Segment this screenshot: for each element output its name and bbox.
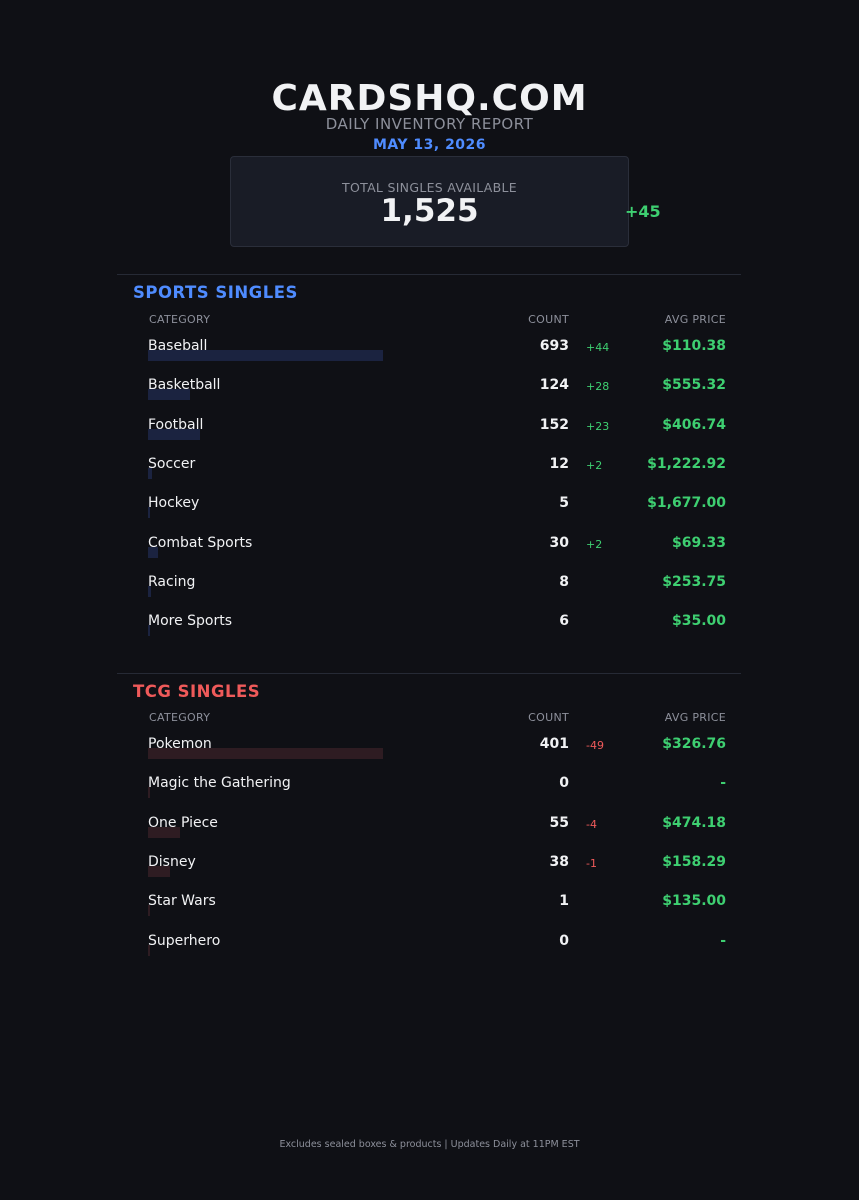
- table-row: Disney 38 -1 $158.29: [0, 854, 859, 884]
- category-count: 55: [549, 814, 569, 831]
- category-name: Hockey: [148, 495, 200, 512]
- avg-price: $158.29: [662, 853, 726, 870]
- count-bar: [148, 428, 200, 440]
- category-count: 12: [549, 455, 569, 472]
- count-bar: [148, 748, 383, 759]
- site-title: CARDSHQ.COM: [271, 78, 588, 119]
- category-name: Soccer: [148, 455, 196, 472]
- count-bar: [148, 944, 150, 956]
- avg-price: -: [720, 775, 726, 792]
- category-name: Combat Sports: [148, 534, 253, 551]
- avg-price: $69.33: [671, 534, 726, 551]
- table-row: Hockey 5 $1,677.00: [0, 495, 859, 525]
- table-row: Star Wars 1 $135.00: [0, 893, 859, 923]
- table-row: Magic the Gathering 0 -: [0, 775, 859, 805]
- total-singles-card: TOTAL SINGLES AVAILABLE 1,525: [230, 156, 629, 247]
- tcg-col-count: COUNT: [528, 711, 569, 724]
- category-name: Racing: [148, 573, 196, 590]
- table-row: Pokemon 401 -49 $326.76: [0, 736, 859, 766]
- count-bar: [148, 507, 150, 519]
- total-singles-label: TOTAL SINGLES AVAILABLE: [342, 180, 517, 195]
- table-row: Soccer 12 +2 $1,222.92: [0, 456, 859, 486]
- avg-price: $1,222.92: [647, 455, 726, 472]
- table-row: One Piece 55 -4 $474.18: [0, 815, 859, 845]
- table-row: More Sports 6 $35.00: [0, 613, 859, 643]
- report-subtitle: DAILY INVENTORY REPORT: [325, 115, 534, 133]
- category-count: 693: [539, 338, 569, 354]
- count-bar: [148, 905, 150, 917]
- count-change: -1: [586, 856, 597, 870]
- tcg-section-title: TCG SINGLES: [133, 682, 261, 701]
- avg-price: $474.18: [662, 814, 726, 831]
- category-count: 401: [539, 736, 569, 752]
- category-name: Baseball: [148, 338, 208, 354]
- category-name: Star Wars: [148, 893, 216, 910]
- category-count: 0: [559, 775, 569, 792]
- count-change: +28: [586, 380, 610, 394]
- count-bar: [148, 389, 190, 401]
- avg-price: $326.76: [662, 736, 726, 752]
- count-change: +23: [586, 419, 610, 433]
- table-row: Racing 8 $253.75: [0, 574, 859, 604]
- category-name: One Piece: [148, 814, 218, 831]
- category-count: 38: [549, 853, 569, 870]
- count-bar: [148, 865, 170, 877]
- category-count: 8: [559, 573, 569, 590]
- count-bar: [148, 826, 180, 838]
- avg-price: $110.38: [662, 338, 726, 354]
- count-change: +44: [586, 341, 610, 354]
- count-change: +2: [586, 537, 603, 551]
- avg-price: $135.00: [662, 893, 726, 910]
- count-change: +2: [586, 458, 603, 472]
- table-row: Baseball 693 +44 $110.38: [0, 338, 859, 368]
- category-name: Basketball: [148, 377, 221, 394]
- table-row: Football 152 +23 $406.74: [0, 417, 859, 447]
- avg-price: -: [720, 932, 726, 949]
- category-name: Magic the Gathering: [148, 775, 291, 792]
- category-count: 30: [549, 534, 569, 551]
- tcg-col-category: CATEGORY: [149, 711, 211, 724]
- avg-price: $35.00: [671, 613, 726, 630]
- category-count: 152: [539, 416, 569, 433]
- category-name: Disney: [148, 853, 196, 870]
- count-change: -49: [586, 739, 604, 752]
- count-bar: [148, 787, 150, 799]
- sports-col-count: COUNT: [528, 313, 569, 326]
- sports-section-title: SPORTS SINGLES: [133, 283, 298, 302]
- avg-price: $555.32: [662, 377, 726, 394]
- category-name: Pokemon: [148, 736, 212, 752]
- table-row: Basketball 124 +28 $555.32: [0, 377, 859, 407]
- footer-note: Excludes sealed boxes & products | Updat…: [279, 1139, 580, 1150]
- category-count: 6: [559, 613, 569, 630]
- table-row: Superhero 0 -: [0, 933, 859, 963]
- table-row: Combat Sports 30 +2 $69.33: [0, 535, 859, 565]
- count-bar: [148, 546, 158, 558]
- tcg-col-price: AVG PRICE: [664, 711, 726, 724]
- count-bar: [148, 625, 150, 637]
- category-count: 0: [559, 932, 569, 949]
- section-divider: [117, 274, 741, 275]
- section-divider: [117, 673, 741, 674]
- total-singles-value: 1,525: [380, 193, 479, 229]
- avg-price: $253.75: [662, 573, 726, 590]
- report-date: MAY 13, 2026: [372, 137, 487, 153]
- sports-col-price: AVG PRICE: [664, 313, 726, 326]
- sports-col-category: CATEGORY: [149, 313, 211, 326]
- category-count: 1: [559, 893, 569, 910]
- category-count: 5: [559, 495, 569, 512]
- count-change: -4: [586, 817, 597, 831]
- category-count: 124: [539, 377, 569, 394]
- avg-price: $1,677.00: [647, 495, 726, 512]
- total-singles-change: +45: [625, 202, 661, 221]
- avg-price: $406.74: [662, 416, 726, 433]
- count-bar: [148, 585, 151, 597]
- count-bar: [148, 350, 383, 361]
- category-name: More Sports: [148, 613, 233, 630]
- category-name: Superhero: [148, 932, 221, 949]
- category-name: Football: [148, 416, 204, 433]
- count-bar: [148, 467, 152, 479]
